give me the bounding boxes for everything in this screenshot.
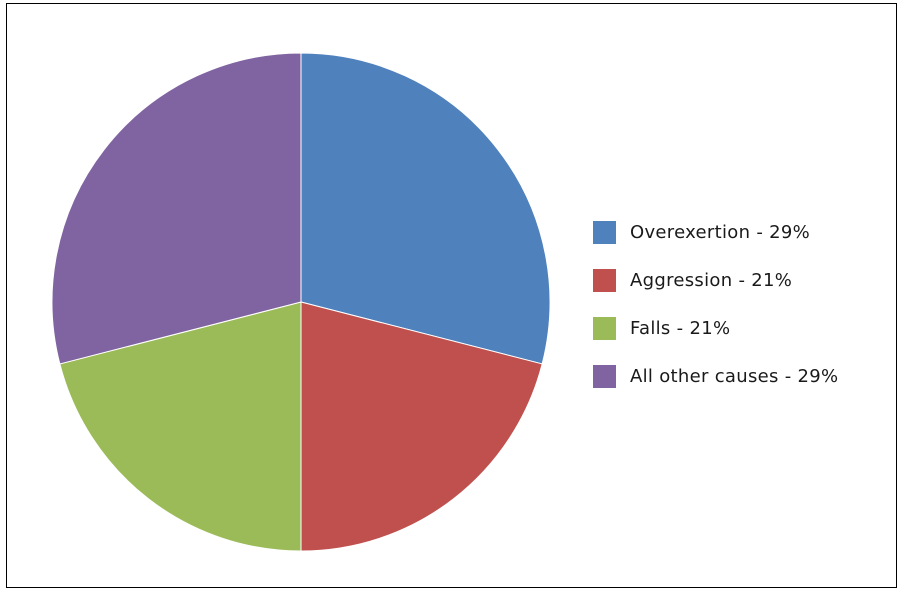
legend-item-all-other-causes: All other causes - 29% [593, 364, 893, 388]
legend-swatch-falls [593, 316, 616, 340]
pie-slice-overexertion [300, 52, 551, 365]
legend-swatch-aggression [593, 268, 616, 292]
legend-item-overexertion: Overexertion - 29% [593, 220, 893, 244]
legend-label-overexertion: Overexertion - 29% [630, 221, 811, 243]
legend-label-aggression: Aggression - 21% [630, 269, 793, 291]
legend-label-falls: Falls - 21% [630, 317, 731, 339]
legend: Overexertion - 29% Aggression - 21% Fall… [593, 220, 893, 412]
legend-item-falls: Falls - 21% [593, 316, 893, 340]
legend-label-all-other-causes: All other causes - 29% [630, 365, 839, 387]
pie-slice-aggression [300, 301, 543, 552]
legend-swatch-overexertion [593, 220, 616, 244]
pie-slice-all-other-causes [51, 52, 302, 365]
legend-swatch-all-other-causes [593, 364, 616, 388]
legend-item-aggression: Aggression - 21% [593, 268, 893, 292]
pie-slice-falls [59, 301, 302, 552]
